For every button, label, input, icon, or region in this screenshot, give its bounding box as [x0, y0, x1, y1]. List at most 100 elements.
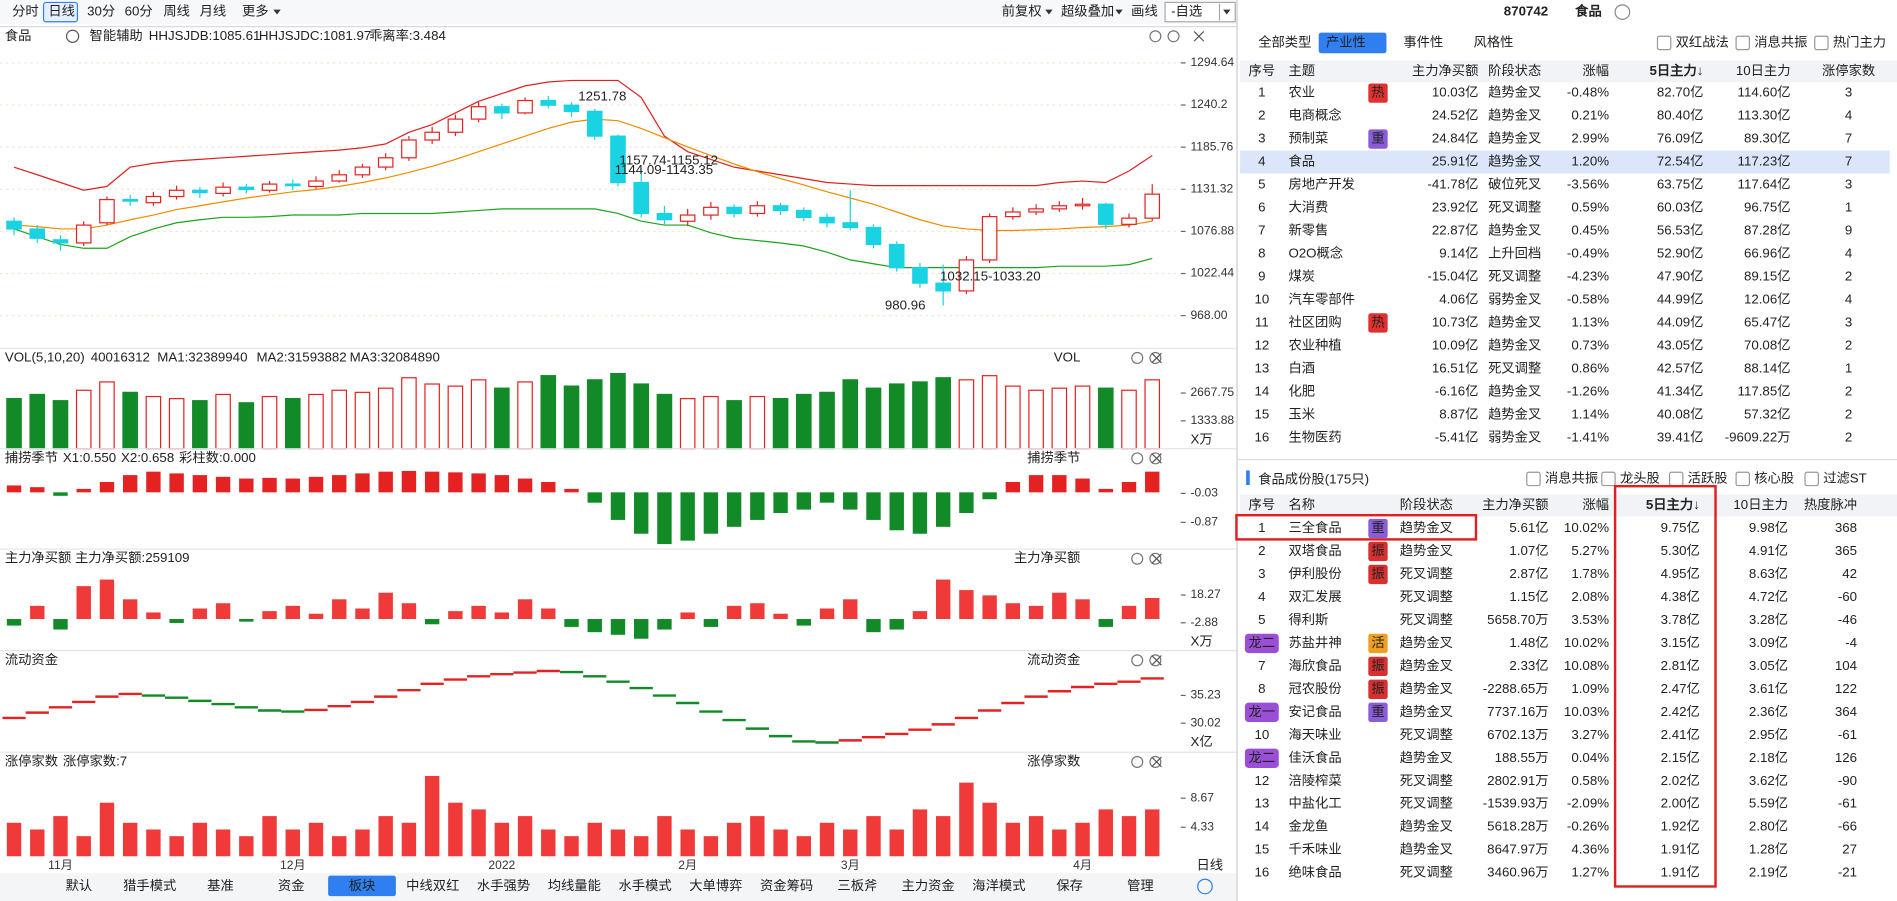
close-icon[interactable] — [1193, 31, 1205, 42]
cell-name[interactable]: 金龙鱼 — [1288, 818, 1328, 834]
column-header[interactable]: 名称 — [1288, 497, 1315, 512]
bottom-tab[interactable]: 大单博弈 — [689, 878, 742, 893]
cell-name[interactable]: 新零售 — [1288, 223, 1328, 238]
column-header[interactable]: 阶段状态 — [1400, 497, 1453, 512]
bottom-tab[interactable]: 基准 — [207, 878, 234, 893]
close-icon[interactable] — [1151, 352, 1162, 364]
period-tab[interactable]: 60分 — [125, 4, 153, 19]
period-tab[interactable]: 周线 — [163, 4, 190, 19]
column-header[interactable]: 阶段状态 — [1488, 63, 1541, 78]
column-header[interactable]: 10日主力 — [1736, 63, 1791, 78]
checkbox[interactable] — [1735, 35, 1751, 51]
cell-name[interactable]: 双汇发展 — [1288, 589, 1341, 604]
type-tab[interactable]: 全部类型 — [1258, 33, 1311, 49]
cell-name[interactable]: 汽车零部件 — [1288, 290, 1354, 306]
cell-name[interactable]: 煤炭 — [1288, 268, 1315, 283]
bottom-tab[interactable]: 水手模式 — [618, 878, 671, 893]
tool-button[interactable]: 画线 — [1131, 4, 1158, 19]
cell-name[interactable]: O2O概念 — [1288, 244, 1343, 260]
type-tab[interactable]: 风格性 — [1474, 34, 1514, 49]
bottom-tab[interactable]: 资金筹码 — [760, 877, 813, 893]
checkbox[interactable] — [1735, 471, 1751, 487]
cell-name[interactable]: 电商概念 — [1288, 107, 1341, 123]
tool-button[interactable]: 超级叠加 — [1061, 4, 1114, 19]
cell-name[interactable]: 房地产开发 — [1288, 177, 1354, 192]
cell-name[interactable]: 农业 — [1288, 85, 1315, 100]
bottom-tab[interactable]: 管理 — [1127, 878, 1154, 893]
column-header[interactable]: 序号 — [1249, 497, 1276, 512]
period-tab[interactable]: 日线 — [48, 4, 75, 19]
checkbox[interactable] — [1804, 471, 1819, 487]
help-icon[interactable] — [1149, 452, 1162, 465]
period-tab[interactable]: 更多 — [242, 3, 269, 19]
column-header[interactable]: 序号 — [1249, 63, 1276, 78]
type-tab[interactable]: 事件性 — [1403, 34, 1443, 49]
column-header[interactable]: 主力净买额 — [1412, 63, 1478, 78]
column-header[interactable]: 5日主力↓ — [1649, 62, 1703, 78]
cell-name[interactable]: 涪陵榨菜 — [1288, 772, 1341, 788]
checkbox[interactable] — [1814, 35, 1829, 51]
column-header[interactable]: 5日主力↓ — [1646, 496, 1700, 512]
bottom-tab[interactable]: 资金 — [278, 878, 305, 893]
cell-name[interactable]: 化肥 — [1288, 383, 1315, 398]
cell-name[interactable]: 社区团购 — [1288, 314, 1341, 329]
cell-name[interactable]: 大消费 — [1288, 200, 1328, 215]
close-icon[interactable] — [1151, 655, 1162, 666]
help-icon[interactable] — [1149, 351, 1162, 365]
bottom-tab[interactable]: 三板斧 — [837, 878, 877, 893]
bottom-tab[interactable]: 海洋模式 — [972, 878, 1025, 893]
settings-icon[interactable] — [1131, 552, 1144, 565]
column-header[interactable]: 涨幅 — [1582, 497, 1609, 512]
checkbox[interactable] — [1656, 35, 1672, 51]
settings-icon[interactable] — [1131, 452, 1144, 465]
cell-name[interactable]: 海欣食品 — [1288, 657, 1341, 673]
period-tab[interactable]: 月线 — [200, 4, 227, 19]
settings-icon[interactable] — [1131, 654, 1144, 667]
period-tab[interactable]: 30分 — [87, 4, 115, 19]
cell-name[interactable]: 白酒 — [1288, 360, 1315, 375]
cell-name[interactable]: 伊利股份 — [1288, 566, 1341, 581]
cell-name[interactable]: 食品 — [1288, 153, 1315, 169]
column-header[interactable]: 涨幅 — [1582, 63, 1609, 78]
column-header[interactable]: 热度脉冲 — [1804, 497, 1857, 512]
bottom-tab[interactable]: 主力资金 — [902, 878, 955, 893]
cell-name[interactable]: 冠农股份 — [1288, 681, 1341, 696]
bottom-tab[interactable]: 板块 — [349, 878, 376, 893]
close-icon[interactable] — [1151, 453, 1162, 464]
bottom-tab[interactable]: 默认 — [66, 878, 93, 893]
settings-icon[interactable] — [1149, 30, 1162, 43]
scroll-top[interactable] — [1197, 878, 1213, 895]
cell-name[interactable]: 玉米 — [1288, 406, 1315, 421]
column-header[interactable]: 涨停家数 — [1822, 62, 1875, 78]
cell-name[interactable]: 生物医药 — [1288, 429, 1341, 444]
checkbox[interactable] — [1601, 471, 1616, 487]
bottom-tab[interactable]: 中线双红 — [406, 878, 459, 893]
bottom-tab[interactable]: 保存 — [1056, 878, 1083, 893]
column-header[interactable]: 主力净买额 — [1482, 497, 1548, 512]
cell-name[interactable]: 千禾味业 — [1288, 842, 1341, 857]
cell-name[interactable]: 三全食品 — [1288, 519, 1341, 535]
help-icon[interactable] — [1149, 654, 1162, 667]
bottom-tab[interactable]: 猎手模式 — [123, 878, 176, 893]
type-tab[interactable]: 产业性 — [1326, 34, 1366, 49]
cell-name[interactable]: 农业种植 — [1288, 337, 1341, 352]
cell-name[interactable]: 海天味业 — [1288, 727, 1341, 742]
cell-name[interactable]: 苏盐井神 — [1288, 635, 1341, 650]
cell-name[interactable]: 中盐化工 — [1288, 796, 1341, 811]
cell-name[interactable]: 绝味食品 — [1288, 864, 1341, 880]
watchlist-box[interactable] — [1164, 1, 1236, 23]
help-icon[interactable] — [1167, 30, 1180, 43]
settings-icon[interactable] — [1131, 755, 1144, 768]
column-header[interactable]: 10日主力 — [1733, 497, 1788, 512]
period-tab[interactable]: 分时 — [12, 4, 39, 19]
cell-name[interactable]: 佳沃食品 — [1288, 749, 1341, 765]
close-icon[interactable] — [1151, 756, 1162, 768]
cell-name[interactable]: 双塔食品 — [1288, 542, 1341, 558]
settings-icon[interactable] — [1131, 351, 1144, 365]
cell-name[interactable]: 得利斯 — [1288, 611, 1328, 627]
tool-button[interactable]: 前复权 — [1002, 3, 1042, 19]
help-icon[interactable] — [1149, 552, 1162, 565]
help-icon[interactable] — [1149, 755, 1162, 768]
close-icon[interactable] — [1151, 553, 1162, 565]
cell-name[interactable]: 预制菜 — [1288, 131, 1328, 146]
